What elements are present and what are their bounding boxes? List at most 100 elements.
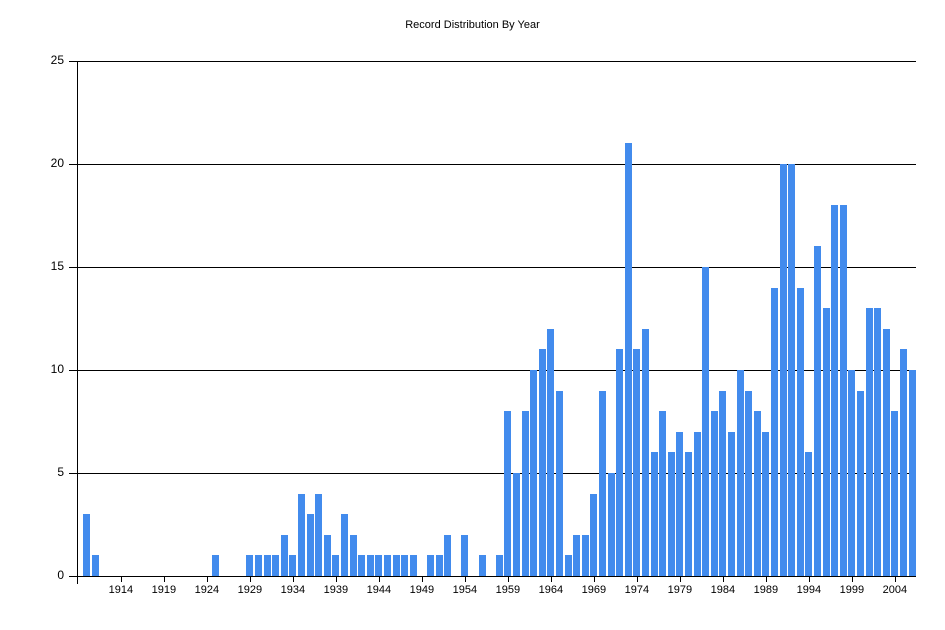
bar-1963 <box>538 349 546 576</box>
x-tick-label: 1959 <box>495 584 521 596</box>
bar-1956 <box>478 555 486 576</box>
bar-1974 <box>633 349 641 576</box>
bar-1983 <box>710 411 718 576</box>
x-tick <box>378 576 380 582</box>
bar-1942 <box>358 555 366 576</box>
y-tick-label: 25 <box>50 53 64 67</box>
x-tick-label: 1974 <box>624 584 650 596</box>
bar-1939 <box>332 555 340 576</box>
bar-1985 <box>728 431 735 576</box>
bar-1960 <box>513 473 520 576</box>
x-tick-label: 1969 <box>581 584 607 596</box>
bar-1935 <box>298 493 305 576</box>
bar-1971 <box>607 473 615 576</box>
bar-1980 <box>685 452 692 576</box>
y-tick-label: 5 <box>57 465 64 479</box>
x-tick <box>593 576 595 582</box>
bar-2001 <box>865 308 873 576</box>
bar-1952 <box>444 534 452 576</box>
x-tick-label: 1944 <box>366 584 392 596</box>
bar-1990 <box>771 287 778 576</box>
bar-1966 <box>564 555 572 576</box>
x-tick <box>894 576 896 582</box>
bar-1972 <box>616 349 624 576</box>
bar-1944 <box>375 555 383 576</box>
bar-1975 <box>642 328 649 576</box>
bar-1951 <box>435 555 443 576</box>
gridline <box>77 164 916 165</box>
x-tick-label: 1999 <box>839 584 865 596</box>
bar-1976 <box>650 452 658 576</box>
bar-2006 <box>908 370 916 576</box>
bar-1933 <box>280 534 288 576</box>
bar-1911 <box>91 555 99 576</box>
x-tick <box>851 576 853 582</box>
x-tick <box>765 576 767 582</box>
bar-1973 <box>624 143 632 576</box>
x-tick <box>507 576 509 582</box>
x-tick-label: 1994 <box>796 584 822 596</box>
y-tick <box>69 267 77 268</box>
bar-1940 <box>341 514 348 576</box>
gridline <box>77 267 916 268</box>
bar-1977 <box>659 411 667 576</box>
bar-1984 <box>719 390 727 576</box>
bar-1981 <box>693 431 701 576</box>
bar-1998 <box>839 205 847 576</box>
bar-1959 <box>504 411 512 576</box>
x-tick <box>679 576 681 582</box>
bar-1961 <box>521 411 529 576</box>
x-tick-label: 1934 <box>280 584 306 596</box>
bar-1930 <box>255 555 262 576</box>
bar-1982 <box>702 267 710 576</box>
y-tick <box>69 473 77 474</box>
bar-1978 <box>667 452 675 576</box>
x-tick-label: 1989 <box>753 584 779 596</box>
bar-1991 <box>779 164 787 576</box>
bar-1910 <box>83 514 90 576</box>
bar-2005 <box>900 349 907 576</box>
bar-1996 <box>822 308 830 576</box>
bar-1947 <box>401 555 409 576</box>
bar-1965 <box>556 390 563 576</box>
x-tick-label: 1949 <box>409 584 435 596</box>
bar-1936 <box>306 514 314 576</box>
bar-1997 <box>831 205 839 576</box>
x-tick <box>722 576 724 582</box>
x-tick-label: 1939 <box>323 584 349 596</box>
x-tick <box>120 576 122 582</box>
bar-1943 <box>366 555 374 576</box>
x-tick-label: 1914 <box>108 584 134 596</box>
bar-1925 <box>212 555 219 576</box>
gridline <box>77 370 916 371</box>
bar-1969 <box>590 493 598 576</box>
x-tick <box>163 576 165 582</box>
x-tick-label: 1984 <box>710 584 736 596</box>
y-tick <box>69 61 77 62</box>
bar-1946 <box>392 555 400 576</box>
y-tick-label: 0 <box>57 568 64 582</box>
y-tick <box>69 164 77 165</box>
x-tick <box>421 576 423 582</box>
bar-1958 <box>495 555 503 576</box>
bar-1970 <box>599 390 606 576</box>
bar-1988 <box>753 411 761 576</box>
bar-2002 <box>874 308 882 576</box>
x-tick-label: 2004 <box>882 584 908 596</box>
x-tick-label: 1979 <box>667 584 693 596</box>
x-tick <box>808 576 810 582</box>
bar-2000 <box>857 390 864 576</box>
x-tick <box>292 576 294 582</box>
bar-1968 <box>581 534 589 576</box>
chart-title: Record Distribution By Year <box>405 19 540 31</box>
bar-1945 <box>384 555 391 576</box>
x-tick <box>464 576 466 582</box>
bar-1950 <box>427 555 434 576</box>
x-tick <box>249 576 251 582</box>
x-tick <box>335 576 337 582</box>
x-tick <box>550 576 552 582</box>
bar-1964 <box>547 328 555 576</box>
x-tick-label: 1924 <box>194 584 220 596</box>
bar-1931 <box>263 555 271 576</box>
bar-1932 <box>272 555 280 576</box>
